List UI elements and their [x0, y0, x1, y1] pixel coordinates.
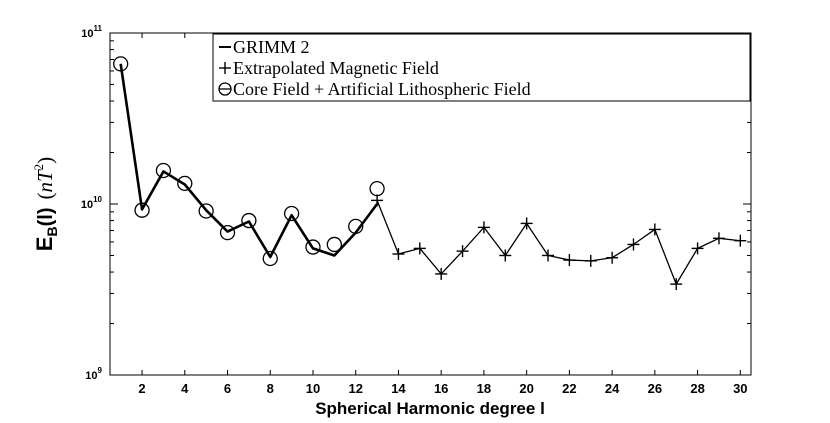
point-core-field	[262, 250, 278, 267]
point-extrapolated	[371, 194, 384, 207]
point-core-field	[369, 180, 385, 197]
point-core-field	[198, 203, 214, 219]
y-label-unit-close: )	[33, 157, 57, 164]
y-tick-label: 1010	[81, 195, 103, 211]
x-tick-label: 6	[224, 381, 231, 396]
y-tick-label: 109	[85, 366, 102, 382]
y-axis-ticks: 109 1010 1011	[81, 24, 751, 382]
y-label-arg: (l)	[35, 207, 57, 226]
y-axis-label: EB(l) (nT2)	[31, 157, 60, 251]
point-extrapolated	[413, 242, 426, 255]
point-core-field	[219, 224, 236, 241]
x-tick-label: 26	[648, 381, 662, 396]
point-extrapolated	[542, 249, 555, 262]
point-core-field	[241, 212, 257, 229]
x-tick-label: 30	[733, 381, 747, 396]
x-tick-label: 10	[306, 381, 320, 396]
point-extrapolated	[691, 242, 704, 255]
point-core-field	[134, 202, 150, 218]
point-extrapolated	[520, 217, 533, 230]
series-line-extrapolated	[376, 200, 741, 286]
point-extrapolated	[499, 249, 512, 262]
point-core-field	[155, 162, 172, 179]
legend-box	[212, 33, 751, 102]
svg-text:EB(l)(nT2): EB(l) (nT2)	[31, 157, 60, 251]
point-core-field	[283, 205, 300, 222]
y-label-main: E	[32, 237, 57, 252]
point-extrapolated	[584, 254, 597, 267]
x-tick-label: 16	[434, 381, 448, 396]
point-extrapolated	[712, 232, 725, 245]
y-label-unit-exp: 2	[31, 164, 46, 171]
x-tick-label: 22	[562, 381, 576, 396]
x-tick-label: 4	[181, 381, 189, 396]
x-tick-label: 18	[477, 381, 491, 396]
legend-circle-icon	[218, 82, 232, 96]
point-extrapolated	[606, 251, 619, 264]
x-tick-label: 24	[605, 381, 620, 396]
legend-plus-icon	[219, 62, 231, 74]
point-extrapolated	[670, 278, 683, 291]
legend-entry-grimm: GRIMM 2	[233, 37, 310, 57]
point-core-field	[348, 218, 364, 235]
point-extrapolated	[563, 254, 576, 267]
point-extrapolated	[477, 221, 490, 234]
series-line-grimm	[119, 63, 379, 259]
point-extrapolated	[734, 234, 747, 247]
x-tick-label: 12	[348, 381, 362, 396]
point-extrapolated	[627, 238, 640, 251]
x-axis-label: Spherical Harmonic degree l	[315, 399, 545, 418]
point-core-field	[113, 56, 129, 72]
legend-entry-extrapolated: Extrapolated Magnetic Field	[233, 58, 439, 78]
x-tick-label: 28	[690, 381, 704, 396]
x-tick-label: 2	[138, 381, 145, 396]
point-core-field	[177, 175, 193, 192]
y-label-unit-open: (	[33, 192, 57, 199]
legend: GRIMM 2 Extrapolated Magnetic Field Core…	[212, 33, 751, 102]
x-tick-label: 8	[267, 381, 274, 396]
x-tick-label: 14	[391, 381, 406, 396]
y-label-unit-var: nT	[33, 169, 57, 193]
series-layer	[113, 56, 747, 291]
point-core-field	[326, 236, 343, 253]
x-tick-label: 20	[519, 381, 533, 396]
point-core-field	[305, 239, 321, 255]
point-extrapolated	[392, 248, 405, 261]
point-extrapolated	[456, 245, 469, 258]
y-label-sub: B	[44, 226, 60, 236]
legend-entry-core-field: Core Field + Artificial Lithospheric Fie…	[233, 79, 531, 99]
point-extrapolated	[435, 267, 448, 280]
point-extrapolated	[648, 223, 661, 236]
y-tick-label: 1011	[81, 24, 102, 40]
